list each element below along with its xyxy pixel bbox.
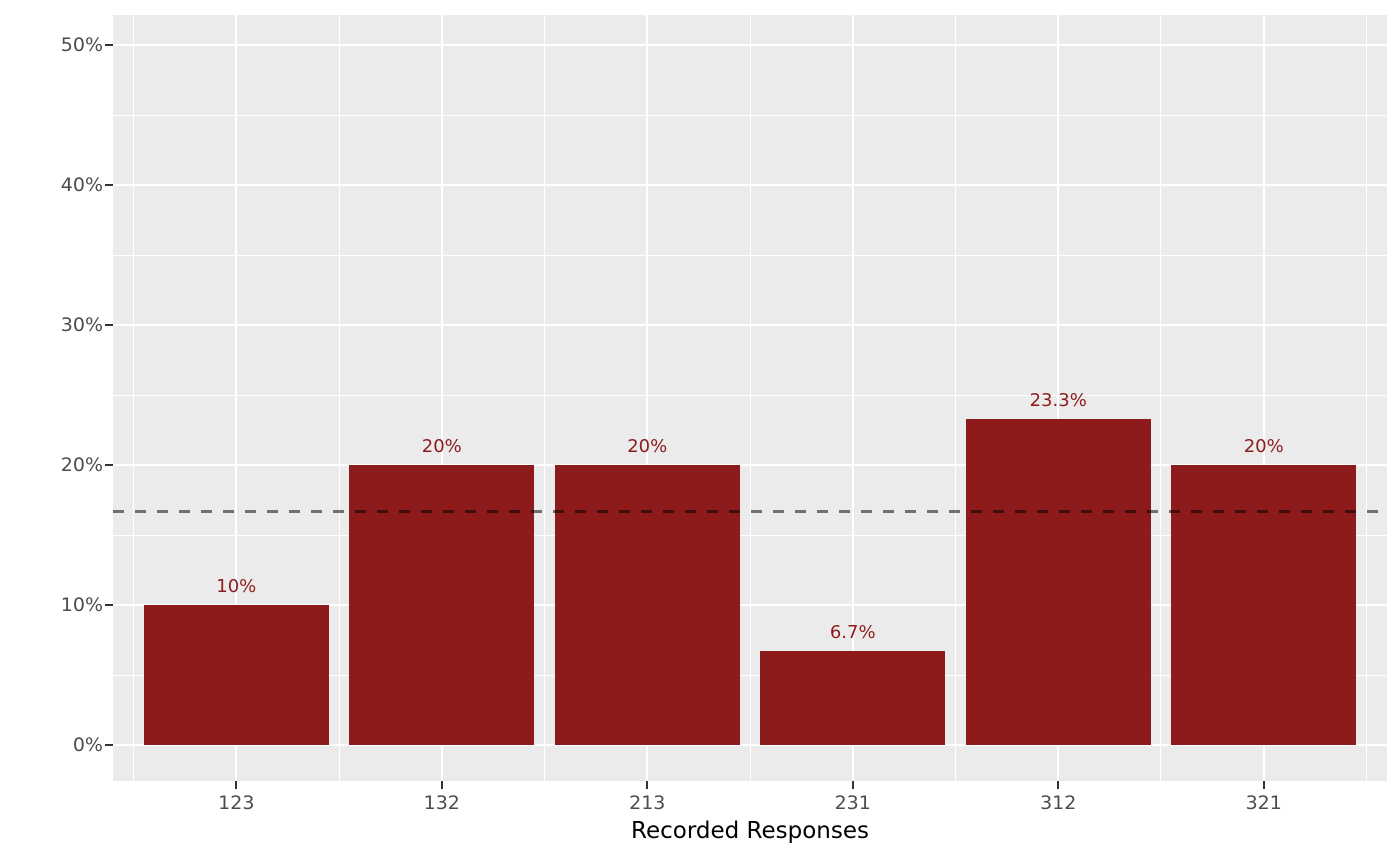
x-axis-tick <box>440 781 443 789</box>
y-axis-tick-label: 10% <box>60 594 103 616</box>
bar-213 <box>554 465 740 745</box>
gridline-major-vertical <box>1057 15 1060 781</box>
bar-123 <box>143 605 329 745</box>
x-axis-tick-label: 132 <box>423 792 460 814</box>
x-axis-tick <box>235 781 238 789</box>
reference-dashed-line <box>113 509 1387 513</box>
x-axis-tick <box>851 781 854 789</box>
x-axis-tick-label: 231 <box>834 792 871 814</box>
x-axis-tick-label: 213 <box>629 792 666 814</box>
bar-312 <box>965 418 1151 745</box>
gridline-minor-vertical <box>1365 15 1367 781</box>
x-axis-tick <box>1057 781 1060 789</box>
y-axis-tick <box>105 464 113 466</box>
y-axis-tick-label: 50% <box>60 34 103 56</box>
gridline-major-vertical <box>646 15 649 781</box>
y-axis-tick <box>105 44 113 46</box>
bar-value-label: 20% <box>1243 436 1284 457</box>
gridline-minor-vertical <box>133 15 135 781</box>
y-axis-tick-label: 0% <box>72 734 103 756</box>
x-axis-tick-label: 312 <box>1040 792 1077 814</box>
gridline-major-vertical <box>851 15 854 781</box>
x-axis-tick <box>646 781 649 789</box>
gridline-minor-vertical <box>749 15 751 781</box>
y-axis-tick-label: 20% <box>60 454 103 476</box>
gridline-major-vertical <box>440 15 443 781</box>
gridline-major-vertical <box>1262 15 1265 781</box>
x-axis-tick <box>1262 781 1265 789</box>
bar-132 <box>349 465 535 745</box>
gridline-minor-vertical <box>544 15 546 781</box>
x-axis-title: Recorded Responses <box>631 818 869 844</box>
bar-value-label: 10% <box>216 576 257 597</box>
gridline-minor-vertical <box>954 15 956 781</box>
x-axis-tick-label: 123 <box>218 792 255 814</box>
gridline-major-vertical <box>235 15 238 781</box>
bar-value-label: 20% <box>421 436 462 457</box>
y-axis-tick <box>105 324 113 326</box>
plot-panel: 10% 20% 20% 6.7% 23.3% 20% <box>113 15 1387 781</box>
bar-value-label: 6.7% <box>829 622 876 644</box>
y-axis-tick <box>105 744 113 746</box>
y-axis-tick-label: 30% <box>60 314 103 336</box>
x-axis-tick-label: 321 <box>1245 792 1282 814</box>
y-axis-tick-label: 40% <box>60 174 103 196</box>
y-axis-tick <box>105 184 113 186</box>
gridline-minor-vertical <box>338 15 340 781</box>
bar-231 <box>760 651 946 745</box>
gridline-minor-vertical <box>1160 15 1162 781</box>
bar-value-label: 23.3% <box>1029 389 1087 411</box>
bar-value-label: 20% <box>627 436 668 457</box>
bar-321 <box>1171 465 1357 745</box>
y-axis-tick <box>105 604 113 606</box>
